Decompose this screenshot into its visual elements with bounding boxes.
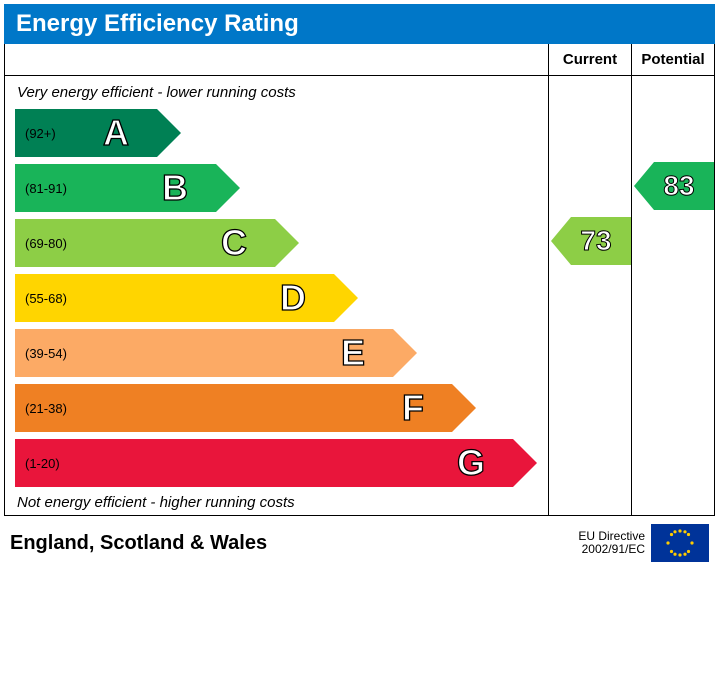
band-bar-e: (39-54) E <box>15 329 393 377</box>
potential-pointer: 83 <box>634 162 714 210</box>
potential-header: Potential <box>632 44 714 76</box>
current-column: Current 73 <box>548 44 631 515</box>
epc-chart: Energy Efficiency Rating Very energy eff… <box>0 0 719 566</box>
band-letter: E <box>341 332 365 374</box>
band-row-d: (55-68) D <box>15 274 538 322</box>
band-row-f: (21-38) F <box>15 384 538 432</box>
footer-region: England, Scotland & Wales <box>10 532 267 555</box>
band-row-b: (81-91) B <box>15 164 538 212</box>
band-arrow-icon <box>157 109 181 157</box>
band-range: (81-91) <box>15 181 67 196</box>
bars-container: (92+) A (81-91) B (69-80) C (55-68) D (39-54) E (2… <box>15 109 538 487</box>
band-range: (92+) <box>15 126 56 141</box>
band-bar-d: (55-68) D <box>15 274 334 322</box>
band-range: (39-54) <box>15 346 67 361</box>
eu-directive-block: EU Directive 2002/91/EC <box>578 524 709 562</box>
eu-line-2: 2002/91/EC <box>582 542 645 556</box>
band-row-c: (69-80) C <box>15 219 538 267</box>
band-arrow-icon <box>393 329 417 377</box>
band-arrow-icon <box>334 274 358 322</box>
potential-body: 83 <box>632 76 714 515</box>
band-bar-f: (21-38) F <box>15 384 452 432</box>
band-letter: G <box>457 442 485 484</box>
band-range: (21-38) <box>15 401 67 416</box>
band-row-g: (1-20) G <box>15 439 538 487</box>
eu-line-1: EU Directive <box>578 529 645 543</box>
band-range: (55-68) <box>15 291 67 306</box>
pointer-value: 73 <box>570 225 611 257</box>
blank-header <box>5 44 548 76</box>
pointer-value: 83 <box>653 170 694 202</box>
current-pointer: 73 <box>551 217 631 265</box>
band-row-a: (92+) A <box>15 109 538 157</box>
chart-body: Very energy efficient - lower running co… <box>5 76 548 515</box>
note-inefficient: Not energy efficient - higher running co… <box>17 494 538 511</box>
potential-column: Potential 83 <box>631 44 714 515</box>
band-arrow-icon <box>216 164 240 212</box>
chart-table: Very energy efficient - lower running co… <box>4 44 715 516</box>
band-range: (69-80) <box>15 236 67 251</box>
band-letter: F <box>402 387 424 429</box>
bands-column: Very energy efficient - lower running co… <box>5 44 548 515</box>
pointer-arrow-icon <box>551 217 571 265</box>
chart-title: Energy Efficiency Rating <box>4 4 715 44</box>
band-letter: D <box>280 277 306 319</box>
eu-directive-text: EU Directive 2002/91/EC <box>578 530 645 556</box>
current-body: 73 <box>549 76 631 515</box>
band-letter: C <box>221 222 247 264</box>
band-arrow-icon <box>275 219 299 267</box>
current-header: Current <box>549 44 631 76</box>
band-bar-c: (69-80) C <box>15 219 275 267</box>
band-bar-a: (92+) A <box>15 109 157 157</box>
band-letter: A <box>103 112 129 154</box>
band-bar-b: (81-91) B <box>15 164 216 212</box>
band-letter: B <box>162 167 188 209</box>
band-range: (1-20) <box>15 456 60 471</box>
note-efficient: Very energy efficient - lower running co… <box>17 84 538 101</box>
band-arrow-icon <box>513 439 537 487</box>
footer: England, Scotland & Wales EU Directive 2… <box>4 516 715 562</box>
band-row-e: (39-54) E <box>15 329 538 377</box>
band-bar-g: (1-20) G <box>15 439 513 487</box>
pointer-arrow-icon <box>634 162 654 210</box>
band-arrow-icon <box>452 384 476 432</box>
eu-flag-icon <box>651 524 709 562</box>
